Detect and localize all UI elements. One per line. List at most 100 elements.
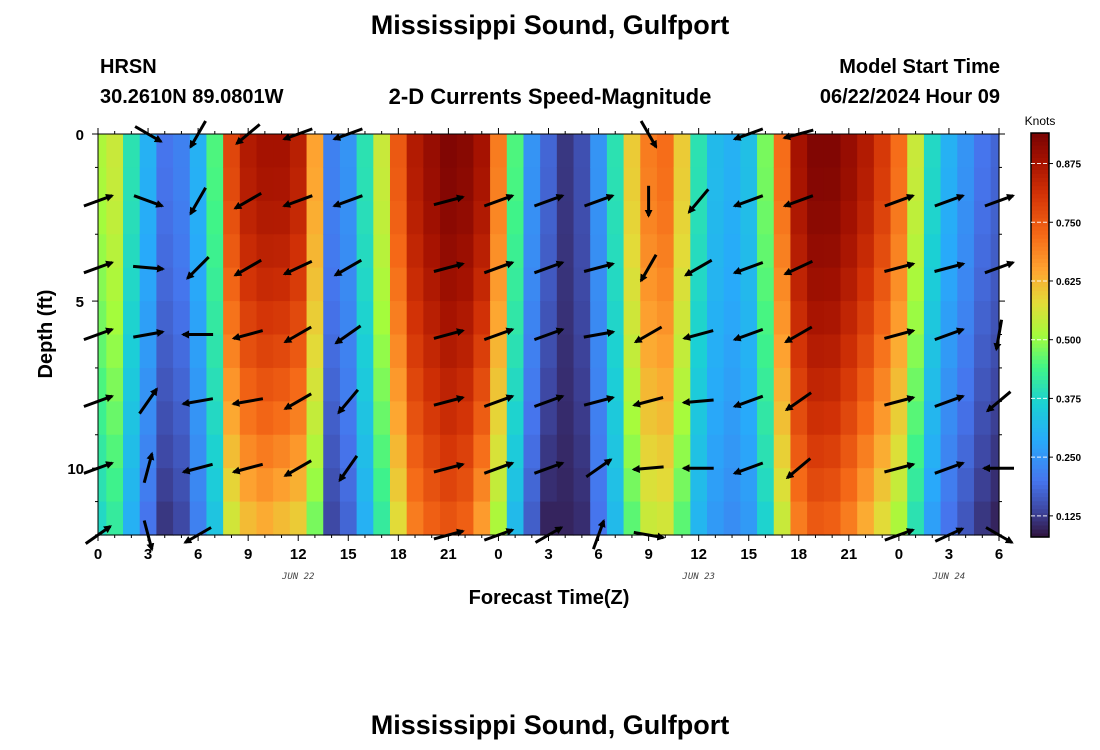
heatmap-cell [223, 501, 241, 536]
heatmap-cell [223, 367, 241, 402]
colorbar-segment [1031, 306, 1049, 312]
heatmap-cell [373, 334, 391, 369]
heatmap-cell [740, 501, 758, 536]
heatmap-cell [840, 301, 858, 336]
heatmap-cell [306, 134, 324, 169]
heatmap-cell [640, 401, 658, 436]
colorbar-segment [1031, 137, 1049, 142]
heatmap-cell [173, 401, 191, 436]
heatmap-cell [656, 367, 675, 402]
heatmap-cell [123, 367, 141, 402]
heatmap-cell [590, 367, 608, 402]
heatmap-cell [907, 234, 925, 269]
heatmap-cell [957, 301, 975, 336]
heatmap-cell [540, 267, 558, 302]
heatmap-cell [389, 200, 408, 235]
heatmap-cell [606, 267, 625, 302]
colorbar-segment [1031, 383, 1049, 389]
heatmap-cell [973, 468, 992, 503]
heatmap-cell [289, 234, 308, 269]
heatmap-cell [206, 334, 224, 369]
heatmap-cell [389, 468, 408, 503]
heatmap-cell [373, 134, 391, 169]
heatmap-cell [189, 401, 208, 436]
colorbar-segment [1031, 371, 1049, 376]
heatmap-cell [623, 167, 641, 202]
heatmap-cell [823, 167, 842, 202]
colorbar-segment [1031, 375, 1049, 381]
heatmap-cell [807, 501, 825, 536]
heatmap-cell [590, 200, 608, 235]
heatmap-cell [840, 334, 858, 369]
current-vector-arrow [333, 258, 363, 277]
heatmap-cell [289, 434, 308, 469]
heatmap-cell [223, 134, 241, 169]
heatmap-cell [389, 501, 408, 536]
x-tick-label: 3 [544, 546, 552, 563]
heatmap-cell [490, 334, 508, 369]
heatmap-cell [690, 468, 708, 503]
current-vector-arrow [483, 327, 515, 342]
heatmap-cell [523, 134, 541, 169]
heatmap-cell [123, 468, 141, 503]
x-tick-label: 6 [194, 546, 202, 563]
x-tick-label: 0 [494, 546, 502, 563]
colorbar-segment [1031, 460, 1049, 465]
heatmap-cell [456, 200, 475, 235]
heatmap-cell [940, 367, 958, 402]
heatmap-cell [973, 234, 992, 269]
colorbar-segment [1031, 254, 1049, 259]
heatmap-cell [173, 267, 191, 302]
heatmap-cell [339, 234, 358, 269]
heatmap-cell [406, 134, 424, 169]
heatmap-cell [173, 234, 191, 269]
heatmap-cell [239, 134, 258, 169]
colorbar-segment [1031, 250, 1049, 255]
heatmap-cell [890, 200, 908, 235]
heatmap-cell [323, 200, 341, 235]
heatmap-cell [790, 401, 808, 436]
heatmap-cell [356, 301, 374, 336]
heatmap-cell [656, 434, 675, 469]
heatmap-cell [807, 267, 825, 302]
heatmap-cell [740, 367, 758, 402]
heatmap-cell [923, 367, 942, 402]
heatmap-cell [757, 367, 775, 402]
heatmap-cell [490, 367, 508, 402]
colorbar-segment [1031, 266, 1049, 271]
heatmap-cell [673, 367, 691, 402]
heatmap-cell [289, 267, 308, 302]
colorbar-segment [1031, 359, 1049, 364]
colorbar-segment [1031, 379, 1049, 385]
heatmap-cell [723, 501, 741, 536]
colorbar-segment [1031, 225, 1049, 231]
heatmap-cell [456, 267, 475, 302]
heatmap-cell [740, 200, 758, 235]
heatmap-cell [139, 468, 157, 503]
heatmap-cell [923, 434, 942, 469]
heatmap-cell [957, 401, 975, 436]
heatmap-cell [757, 301, 775, 336]
heatmap-cell [590, 167, 608, 202]
heatmap-cell [606, 401, 625, 436]
current-vector-arrow [533, 394, 565, 408]
heatmap-cell [123, 234, 141, 269]
heatmap-cell [323, 367, 341, 402]
heatmap-cell [556, 267, 575, 302]
heatmap-cell [189, 167, 208, 202]
current-vector-arrow [732, 327, 764, 342]
heatmap-cell [423, 301, 441, 336]
heatmap-cell [973, 401, 992, 436]
current-vector-arrow [283, 325, 312, 344]
heatmap-cell [156, 301, 174, 336]
heatmap-cell [490, 468, 508, 503]
colorbar-segment [1031, 302, 1049, 308]
heatmap-cell [339, 301, 358, 336]
heatmap-cell [890, 334, 908, 369]
heatmap-cell [523, 167, 541, 202]
heatmap-cell [740, 301, 758, 336]
heatmap-cell [673, 434, 691, 469]
heatmap-cell [98, 367, 107, 402]
heatmap-cell [339, 468, 358, 503]
colorbar-segment [1031, 339, 1049, 344]
